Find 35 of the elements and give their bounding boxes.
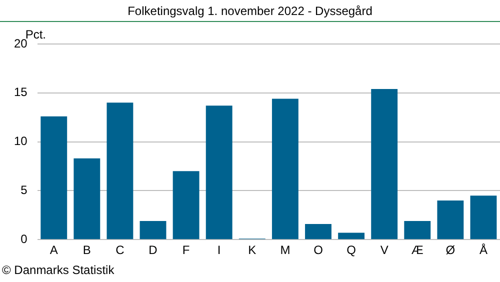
- bar: [40, 116, 68, 240]
- x-tick-label: K: [248, 243, 256, 258]
- x-tick-label: Ø: [446, 243, 456, 258]
- bar: [437, 200, 464, 240]
- chart-title: Folketingsvalg 1. november 2022 - Dyssegård: [126, 4, 374, 18]
- y-tick-label: 5: [20, 183, 28, 198]
- x-tick-label: O: [314, 243, 323, 258]
- bar: [206, 106, 232, 240]
- bar: [305, 224, 332, 240]
- bar: [140, 221, 166, 240]
- y-tick-label: 10: [14, 134, 28, 148]
- y-axis-title: Pct.: [25, 27, 46, 42]
- x-tick-label: A: [50, 243, 58, 258]
- y-tick-label: 0: [20, 232, 28, 246]
- bar: [404, 221, 431, 240]
- x-tick-label: B: [82, 243, 91, 258]
- x-tick-label: V: [380, 243, 388, 258]
- bar: [371, 88, 398, 240]
- y-tick-label: 15: [14, 85, 28, 100]
- x-tick-label: F: [182, 243, 190, 258]
- x-tick-label: D: [148, 243, 158, 258]
- bar: [338, 232, 365, 240]
- bar: [470, 196, 497, 240]
- bar: [272, 98, 298, 240]
- bar: [172, 171, 200, 240]
- text: © Danmarks Statistik: [2, 263, 114, 277]
- x-tick-label: Å: [479, 243, 488, 258]
- y-tick-label: 20: [14, 36, 28, 50]
- bar: [106, 102, 134, 240]
- x-tick-label: Æ: [411, 243, 424, 258]
- bar: [74, 158, 100, 240]
- x-tick-label: M: [280, 243, 290, 258]
- x-tick-label: Q: [346, 243, 356, 258]
- x-tick-label: C: [116, 243, 125, 258]
- x-tick-label: I: [217, 243, 221, 258]
